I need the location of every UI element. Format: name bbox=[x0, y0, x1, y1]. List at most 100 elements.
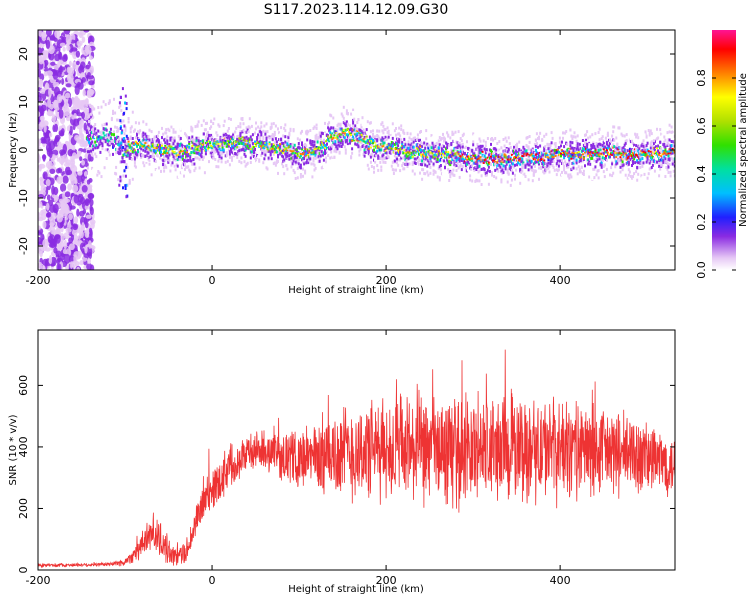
spectrogram-haze-cell bbox=[505, 139, 508, 143]
spectrogram-ridge-cell bbox=[554, 149, 557, 153]
spectrogram-ridge-cell bbox=[492, 154, 495, 158]
spectrogram-haze-cell bbox=[305, 144, 308, 148]
spectrogram-band-cell bbox=[301, 141, 303, 145]
spectrogram-core-cell bbox=[217, 142, 220, 145]
spectrogram-haze-cell bbox=[606, 133, 609, 137]
spectrogram-band-cell bbox=[240, 148, 243, 152]
spectrogram-haze-cell bbox=[379, 160, 382, 164]
spectrogram-haze-cell bbox=[256, 150, 259, 154]
spectrogram-haze-cell bbox=[621, 168, 624, 172]
spectrogram-band-cell bbox=[426, 142, 429, 146]
spectrogram-band-cell bbox=[401, 141, 404, 145]
spectrogram-core-cell bbox=[197, 145, 200, 148]
spectrogram-ridge-cell bbox=[299, 154, 302, 158]
spectrogram-haze-cell bbox=[248, 126, 251, 130]
spectrogram-haze-cell bbox=[114, 125, 117, 129]
spectrogram-noise-cell bbox=[38, 236, 42, 246]
spectrogram-core-cell bbox=[618, 152, 621, 155]
spectrogram-haze-cell bbox=[113, 106, 115, 110]
spectrogram-core-cell bbox=[296, 155, 299, 157]
spectrogram-ridge-cell bbox=[427, 146, 430, 150]
spectrogram-band-cell bbox=[472, 151, 475, 155]
spectrogram-haze-cell bbox=[572, 135, 575, 139]
spectrogram-haze-cell bbox=[106, 133, 109, 136]
spectrogram-band-cell bbox=[238, 149, 241, 152]
spectrogram-ridge-cell bbox=[535, 151, 538, 155]
spectrogram-core-cell bbox=[568, 155, 571, 158]
spectrogram-haze-cell bbox=[611, 160, 614, 164]
spectrogram-ridge-cell bbox=[230, 140, 232, 144]
spectrogram-band-cell bbox=[561, 159, 563, 163]
spectrogram-band-cell bbox=[460, 159, 463, 162]
spectrogram-band-cell bbox=[513, 145, 515, 149]
spectrogram-band-cell bbox=[241, 148, 244, 152]
spectrogram-haze-cell bbox=[603, 139, 606, 143]
spectrogram-band-cell bbox=[179, 155, 182, 159]
spectrogram-ridge-cell bbox=[594, 149, 597, 153]
spectrogram-haze-cell bbox=[342, 116, 345, 120]
spectrogram-haze-cell bbox=[88, 114, 90, 118]
spectrogram-band-cell bbox=[572, 166, 575, 170]
spectrogram-band-cell bbox=[610, 166, 613, 170]
spectrogram-haze-cell bbox=[480, 183, 483, 186]
spectrogram-band-cell bbox=[488, 169, 491, 173]
spectrogram-ridge-cell bbox=[203, 146, 206, 149]
spectrogram-haze-cell bbox=[210, 125, 213, 129]
spectrogram-core-cell bbox=[575, 154, 578, 157]
spectrogram-haze-cell bbox=[354, 130, 357, 134]
spectrogram-band-cell bbox=[563, 145, 566, 149]
spectrogram-haze-cell bbox=[579, 170, 582, 174]
spectrogram-noise-cell bbox=[68, 60, 72, 67]
spectrogram-core-cell bbox=[507, 158, 510, 161]
spectrogram-noise-cell bbox=[63, 239, 68, 250]
spectrogram-haze-cell bbox=[262, 149, 265, 152]
spectrogram-noise-cell bbox=[38, 163, 46, 169]
spectrogram-noise-cell bbox=[41, 265, 46, 270]
spectrogram-band-cell bbox=[217, 152, 220, 156]
spectrogram-band-cell bbox=[511, 171, 514, 175]
spectrogram-band-cell bbox=[547, 147, 550, 151]
spectrogram-ridge-cell bbox=[246, 144, 249, 148]
spectrogram-band-cell bbox=[488, 148, 491, 152]
spectrogram-haze-cell bbox=[296, 176, 299, 180]
spectrogram-haze-cell bbox=[554, 129, 557, 133]
spectrogram-noise-cell bbox=[61, 78, 65, 85]
spectrogram-haze-cell bbox=[237, 151, 240, 155]
spectrogram-band-cell bbox=[594, 165, 597, 169]
spectrogram-haze-cell bbox=[552, 151, 555, 155]
spectrogram-band-cell bbox=[358, 128, 361, 132]
spectrogram-band-cell bbox=[363, 154, 366, 158]
spectrogram-band-cell bbox=[435, 149, 438, 153]
spectrogram-band-cell bbox=[86, 135, 89, 138]
spectrogram-band-cell bbox=[314, 151, 317, 155]
spectrogram-core-cell bbox=[137, 142, 139, 145]
spectrogram-core-cell bbox=[372, 142, 374, 145]
spectrogram-band-cell bbox=[461, 145, 464, 149]
spectrogram-band-cell bbox=[243, 136, 246, 140]
spectrogram-core-cell bbox=[389, 146, 392, 149]
spectrogram-ridge-cell bbox=[511, 162, 514, 166]
spectrogram-core-cell bbox=[514, 156, 516, 158]
spectrogram-band-cell bbox=[286, 155, 289, 158]
spectrogram-core-cell bbox=[255, 144, 257, 147]
spectrogram-haze-cell bbox=[293, 171, 296, 175]
spectrogram-band-cell bbox=[585, 139, 587, 142]
spectrogram-band-cell bbox=[517, 154, 520, 158]
spectrogram-band-cell bbox=[271, 137, 274, 141]
spectrogram-band-cell bbox=[208, 135, 210, 139]
spectrogram-band-cell bbox=[140, 147, 143, 151]
spectrogram-band-cell bbox=[94, 127, 97, 131]
spectrogram-ridge-cell bbox=[477, 158, 480, 162]
spectrogram-ridge-cell bbox=[290, 156, 293, 160]
spectrogram-band-cell bbox=[384, 135, 387, 139]
spectrogram-band-cell bbox=[518, 157, 521, 161]
spectrogram-band-cell bbox=[425, 154, 428, 158]
spectrogram-haze-cell bbox=[302, 167, 304, 171]
spectrogram-ridge-cell bbox=[126, 153, 129, 157]
spectrogram-haze-cell bbox=[509, 183, 512, 187]
spectrogram-band-cell bbox=[346, 142, 349, 146]
spectrogram-haze-cell bbox=[603, 175, 606, 179]
spectrogram-haze-cell bbox=[378, 129, 381, 133]
spectrogram-haze-cell bbox=[601, 147, 604, 150]
spectrogram-haze-cell bbox=[586, 130, 589, 134]
